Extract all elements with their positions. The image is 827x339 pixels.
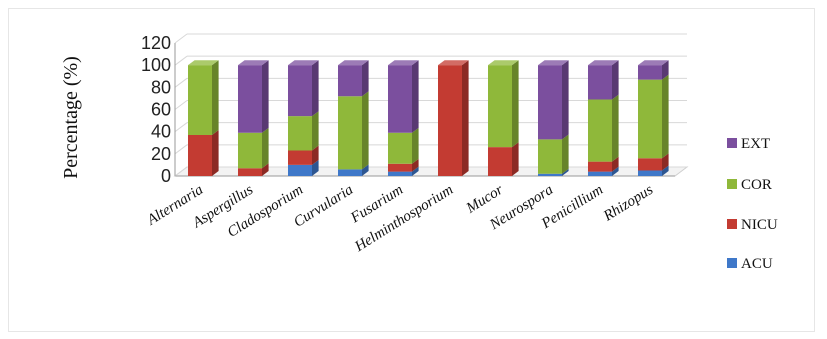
bar-segment-cor [238, 132, 262, 169]
bar-side-ext [262, 60, 269, 133]
gridline-side [174, 77, 188, 88]
gridline-side [174, 144, 188, 155]
bar-side-nicu [512, 142, 519, 176]
bar-side-ext [312, 60, 319, 117]
bar-segment-acu [638, 170, 662, 176]
bar-segment-nicu [588, 161, 612, 172]
y-tick-label: 0 [161, 166, 171, 186]
gridline-side [174, 100, 188, 110]
legend-swatch-ext [727, 138, 737, 148]
bar-top [488, 60, 519, 66]
bar-segment-cor [388, 132, 412, 164]
bar-top [238, 60, 269, 66]
bar-side-cor [212, 60, 219, 135]
bar-side-acu [612, 166, 619, 176]
bar-side-nicu [662, 153, 669, 171]
y-tick-label: 100 [141, 55, 171, 75]
bar-side-acu [562, 168, 569, 176]
bar-segment-nicu [288, 150, 312, 165]
bar-side-cor [362, 91, 369, 170]
bar-side-acu [662, 165, 669, 176]
bar-side-nicu [212, 130, 219, 176]
bar-side-cor [312, 111, 319, 151]
bar-segment-ext [638, 65, 662, 80]
bar-side-acu [362, 164, 369, 176]
bar-side-nicu [612, 156, 619, 172]
legend-swatch-cor [727, 179, 737, 189]
y-tick-label: 40 [151, 122, 171, 142]
legend-label-ext: EXT [741, 136, 770, 152]
bar-segment-nicu [238, 168, 262, 176]
y-tick-label: 80 [151, 77, 171, 97]
y-tick-label: 120 [141, 33, 171, 53]
gridline-side [174, 122, 188, 133]
bar-segment-acu [588, 171, 612, 176]
bar-segment-nicu [438, 65, 462, 176]
bar-side-ext [412, 60, 419, 133]
bar-top [388, 60, 419, 66]
bar-side-nicu [262, 163, 269, 176]
bar-segment-acu [338, 169, 362, 176]
bar-segment-cor [188, 65, 212, 135]
bar-segment-ext [588, 65, 612, 100]
bar-top [188, 60, 219, 66]
bar-segment-cor [638, 79, 662, 159]
bar-segment-acu [288, 164, 312, 176]
bar-top [438, 60, 469, 66]
bar-side-ext [612, 60, 619, 100]
bar-segment-acu [538, 173, 562, 176]
bar-top [338, 60, 369, 66]
bar-top [638, 60, 669, 66]
bar-side-nicu [312, 145, 319, 165]
bar-side-cor [612, 94, 619, 162]
bar-segment-cor [488, 65, 512, 148]
legend-label-acu: ACU [741, 256, 773, 272]
bar-side-acu [312, 159, 319, 176]
bar-segment-ext [388, 65, 412, 133]
bar-top [288, 60, 319, 66]
bar-top [538, 60, 569, 66]
bar-side-acu [412, 166, 419, 176]
bar-side-nicu [412, 158, 419, 172]
bar-side-cor [562, 134, 569, 174]
bar-segment-cor [538, 139, 562, 174]
bar-segment-ext [288, 65, 312, 117]
bar-segment-cor [588, 99, 612, 162]
x-category-label: Rhizopus [600, 182, 656, 225]
gridline-side [174, 55, 188, 66]
bar-segment-nicu [488, 147, 512, 176]
bar-segment-nicu [638, 158, 662, 171]
bar-segment-ext [538, 65, 562, 140]
bar-segment-ext [238, 65, 262, 133]
y-axis-label: Percentage (%) [60, 56, 82, 179]
bar-side-ext [662, 60, 669, 80]
bar-segment-cor [288, 116, 312, 151]
legend-label-nicu: NICU [741, 217, 778, 233]
bar-side-nicu [462, 60, 469, 176]
legend-label-cor: COR [741, 177, 772, 193]
bar-side-cor [412, 127, 419, 164]
bar-segment-nicu [388, 163, 412, 172]
bar-segment-nicu [188, 134, 212, 176]
bar-segment-acu [388, 171, 412, 176]
gridline-side [174, 166, 188, 177]
bar-side-ext [362, 60, 369, 97]
bar-side-cor [262, 127, 269, 169]
bar-side-ext [562, 60, 569, 140]
bar-side-cor [662, 74, 669, 159]
legend-swatch-nicu [727, 219, 737, 229]
bar-segment-ext [338, 65, 362, 97]
gridline-side [174, 33, 188, 44]
bar-segment-cor [338, 96, 362, 170]
bar-side-cor [512, 60, 519, 148]
bar-top [588, 60, 619, 66]
legend-swatch-acu [727, 258, 737, 268]
y-tick-label: 60 [151, 100, 171, 120]
y-tick-label: 20 [151, 144, 171, 164]
